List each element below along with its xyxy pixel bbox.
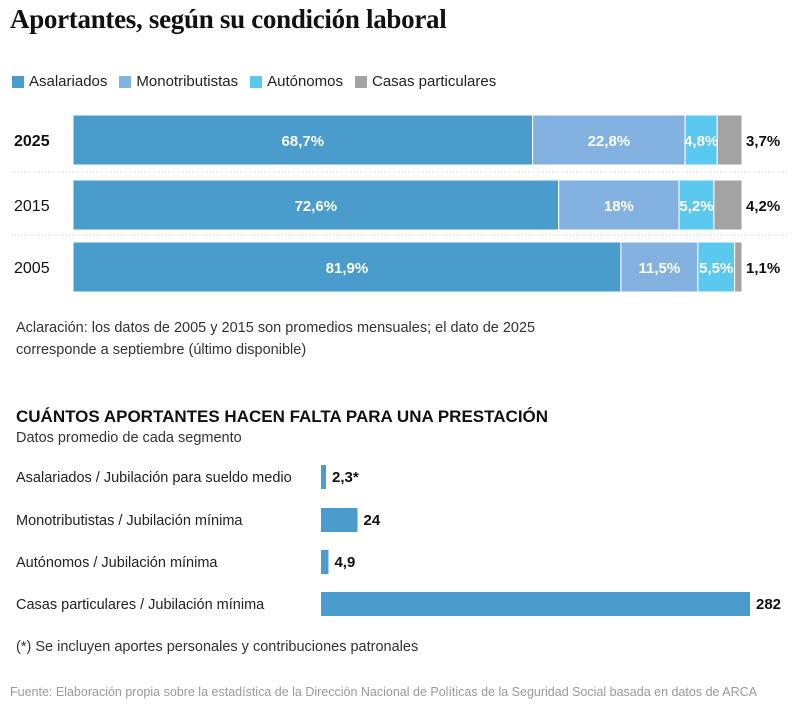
value-label-asalariados: 2,3* <box>332 469 359 486</box>
bar-monotributistas <box>321 508 358 532</box>
bar-segment-2015-asalariados <box>72 179 560 231</box>
legend-swatch-asalariados <box>12 75 24 88</box>
data-label-2015-asalariados: 72,6% <box>295 198 338 215</box>
year-label-2025: 2025 <box>14 133 50 150</box>
category-label-casas-particulares: Casas particulares / Jubilación mínima <box>16 597 265 613</box>
legend-item-monotributistas: Monotributistas <box>119 73 238 90</box>
bar-segment-2025-autonomos <box>684 114 718 166</box>
clarification-note: Aclaración: los datos de 2005 y 2015 son… <box>16 320 536 358</box>
stacked-bar-chart: 2025 68,7% 22,8% 4,8% 3,7% 2015 72,6% 18% 5,2% 4,… <box>12 114 788 293</box>
legend-swatch-monotributistas <box>119 75 132 88</box>
bar-segment-2025-monotributistas <box>532 114 686 166</box>
value-label-casas-particulares: 282 <box>756 596 781 613</box>
bar-autonomos <box>321 550 329 574</box>
data-label-2005-monotributistas: 11,5% <box>639 260 681 277</box>
data-label-2025-monotributistas: 22,8% <box>588 133 631 150</box>
second-chart-title: CUÁNTOS APORTANTES HACEN FALTA PARA UNA … <box>16 407 549 426</box>
legend-item-autonomos: Autónomos <box>250 73 343 90</box>
year-label-2015: 2015 <box>14 198 50 215</box>
bar-segment-2015-monotributistas <box>558 179 680 231</box>
category-label-autonomos: Autónomos / Jubilación mínima <box>16 555 218 571</box>
bar-asalariados <box>321 465 326 489</box>
data-label-2005-casas-particulares: 1,1% <box>746 260 780 277</box>
chart-title: Aportantes, según su condición laboral <box>10 4 447 34</box>
category-label-monotributistas: Monotributistas / Jubilación mínima <box>16 513 243 529</box>
source-note: Fuente: Elaboración propia sobre la esta… <box>10 685 757 699</box>
legend-label-autonomos: Autónomos <box>267 73 343 90</box>
bar-segment-2005-monotributistas <box>620 241 699 293</box>
data-label-2015-casas-particulares: 4,2% <box>746 198 780 215</box>
bar-segment-2025-asalariados <box>72 114 534 166</box>
bar-segment-2005-asalariados <box>72 241 622 293</box>
second-chart-subtitle: Datos promedio de cada segmento <box>16 430 242 446</box>
bar-segment-2005-casas-particulares <box>734 241 743 293</box>
category-label-asalariados: Asalariados / Jubilación para sueldo med… <box>16 470 292 486</box>
legend-label-monotributistas: Monotributistas <box>136 73 239 90</box>
legend-swatch-autonomos <box>250 75 263 88</box>
data-label-2005-autonomos: 5,5% <box>699 260 733 277</box>
data-label-2025-autonomos: 4,8% <box>684 133 718 150</box>
value-label-autonomos: 4,9 <box>334 554 355 571</box>
footnote: (*) Se incluyen aportes personales y con… <box>16 639 419 655</box>
bar-segment-2005-autonomos <box>697 241 736 293</box>
legend-label-asalariados: Asalariados <box>29 73 108 90</box>
year-label-2005: 2005 <box>14 260 50 277</box>
bar-casas-particulares <box>321 592 750 616</box>
data-label-2015-monotributistas: 18% <box>604 198 634 215</box>
data-label-2005-asalariados: 81,9% <box>326 260 369 277</box>
data-label-2015-autonomos: 5,2% <box>679 198 713 215</box>
bar-segment-2025-casas-particulares <box>716 114 743 166</box>
legend-item-asalariados: Asalariados <box>12 73 107 90</box>
legend: Asalariados Monotributistas Autónomos Ca… <box>12 73 496 90</box>
data-label-2025-casas-particulares: 3,7% <box>746 133 780 150</box>
legend-label-casas-particulares: Casas particulares <box>372 73 497 90</box>
data-label-2025-asalariados: 68,7% <box>282 133 325 150</box>
legend-swatch-casas-particulares <box>355 75 367 88</box>
legend-item-casas-particulares: Casas particulares <box>355 73 496 90</box>
value-label-monotributistas: 24 <box>364 512 381 529</box>
bar-segment-2015-autonomos <box>678 179 715 231</box>
bar-segment-2015-casas-particulares <box>713 179 743 231</box>
